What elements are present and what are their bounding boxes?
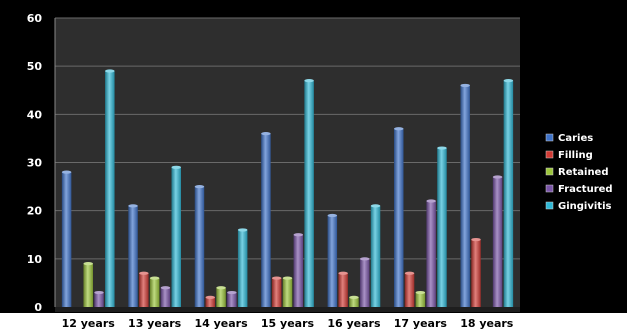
bar-filling-4 (338, 273, 348, 307)
bar-caries-4 (327, 215, 338, 307)
x-tick-label: 16 years (327, 317, 381, 330)
bar-cap (227, 290, 237, 295)
legend-swatch-filling (545, 150, 554, 159)
bar-cap (61, 170, 72, 174)
bar-caries-6 (460, 85, 470, 307)
bar-cap (194, 184, 205, 189)
bar-cap (171, 165, 181, 169)
bar-retained-5 (415, 292, 426, 307)
y-tick-label: 20 (27, 205, 43, 218)
bar-cap (139, 271, 149, 275)
legend-swatch-gingivitis (545, 201, 554, 210)
bar-fractured-2 (227, 292, 237, 307)
legend-label-filling: Filling (558, 150, 593, 161)
bar-fractured-0 (94, 292, 104, 307)
legend-swatch-retained (545, 167, 554, 176)
bar-retained-0 (83, 263, 93, 307)
legend-label-gingivitis: Gingivitis (558, 201, 611, 212)
bar-filling-1 (139, 273, 149, 307)
bar-cap (304, 79, 314, 83)
x-tick-label: 13 years (128, 317, 182, 330)
bar-gingivitis-0 (105, 70, 115, 307)
bar-cap (83, 262, 93, 266)
bar-cap (359, 257, 370, 261)
x-tick-label: 12 years (62, 317, 116, 330)
bar-fractured-4 (359, 258, 370, 307)
bar-gingivitis-5 (437, 148, 447, 307)
bar-cap (394, 127, 404, 131)
legend-swatch-caries (545, 133, 554, 142)
bar-filling-3 (271, 278, 282, 307)
bar-gingivitis-3 (304, 80, 314, 307)
bar-fractured-3 (293, 234, 304, 307)
x-tick-label: 18 years (460, 317, 514, 330)
bar-retained-2 (216, 287, 226, 307)
bar-cap (271, 276, 282, 280)
bar-cap (94, 290, 104, 295)
bar-cap (471, 237, 481, 242)
bar-cap (404, 271, 415, 275)
bar-cap (293, 233, 304, 237)
bar-fractured-5 (426, 201, 436, 307)
bar-gingivitis-2 (237, 229, 248, 307)
bar-cap (105, 69, 115, 73)
bar-cap (460, 83, 470, 88)
bar-caries-1 (128, 205, 138, 307)
x-axis-floor (55, 307, 520, 312)
axes: 0 10 20 30 40 50 60 12 years 13 years 14 years 15 … (0, 12, 627, 332)
bar-retained-3 (282, 278, 293, 307)
bar-cap (205, 295, 216, 299)
bar-filling-2 (205, 297, 216, 307)
bar-fractured-6 (492, 176, 503, 307)
bar-cap (338, 271, 348, 275)
bar-fractured-1 (160, 287, 171, 307)
x-tick-label: 14 years (194, 317, 248, 330)
legend-label-retained: Retained (558, 167, 609, 178)
y-tick-label: 0 (34, 301, 42, 314)
bar-cap (492, 175, 503, 179)
bars (61, 69, 514, 307)
bar-filling-6 (471, 239, 481, 307)
bar-cap (237, 228, 248, 232)
bar-cap (128, 204, 138, 208)
y-tick-label: 10 (27, 253, 43, 266)
bar-gingivitis-4 (370, 205, 381, 307)
bar-cap (415, 290, 426, 295)
bar-gingivitis-6 (503, 80, 514, 307)
bar-cap (282, 276, 293, 280)
x-tick-label: 17 years (394, 317, 448, 330)
x-tick-label: 15 years (261, 317, 315, 330)
bar-cap (349, 295, 359, 299)
bar-cap (426, 199, 436, 203)
bar-caries-3 (261, 133, 271, 307)
bar-cap (327, 213, 338, 218)
bar-cap (216, 286, 226, 290)
bar-cap (149, 276, 160, 280)
bar-filling-5 (404, 273, 415, 307)
x-axis-label-band (0, 313, 627, 332)
bar-cap (437, 146, 447, 150)
legend-label-caries: Caries (558, 133, 593, 144)
legend-swatch-fractured (545, 184, 554, 193)
bar-caries-0 (61, 172, 72, 307)
y-tick-label: 40 (27, 108, 43, 121)
bar-retained-1 (149, 278, 160, 307)
bar-retained-4 (349, 297, 359, 307)
bar-gingivitis-1 (171, 167, 181, 307)
bar-caries-2 (194, 186, 205, 307)
y-tick-label: 30 (27, 157, 43, 170)
bar-cap (370, 204, 381, 208)
y-tick-label: 50 (27, 60, 43, 73)
legend: Caries Filling Retained Fractured Gingivitis (545, 133, 613, 212)
bar-cap (261, 132, 271, 136)
bar-caries-5 (394, 128, 404, 307)
y-tick-label: 60 (27, 12, 43, 25)
legend-label-fractured: Fractured (558, 184, 613, 195)
bar-cap (503, 79, 514, 83)
bar-cap (160, 286, 171, 290)
